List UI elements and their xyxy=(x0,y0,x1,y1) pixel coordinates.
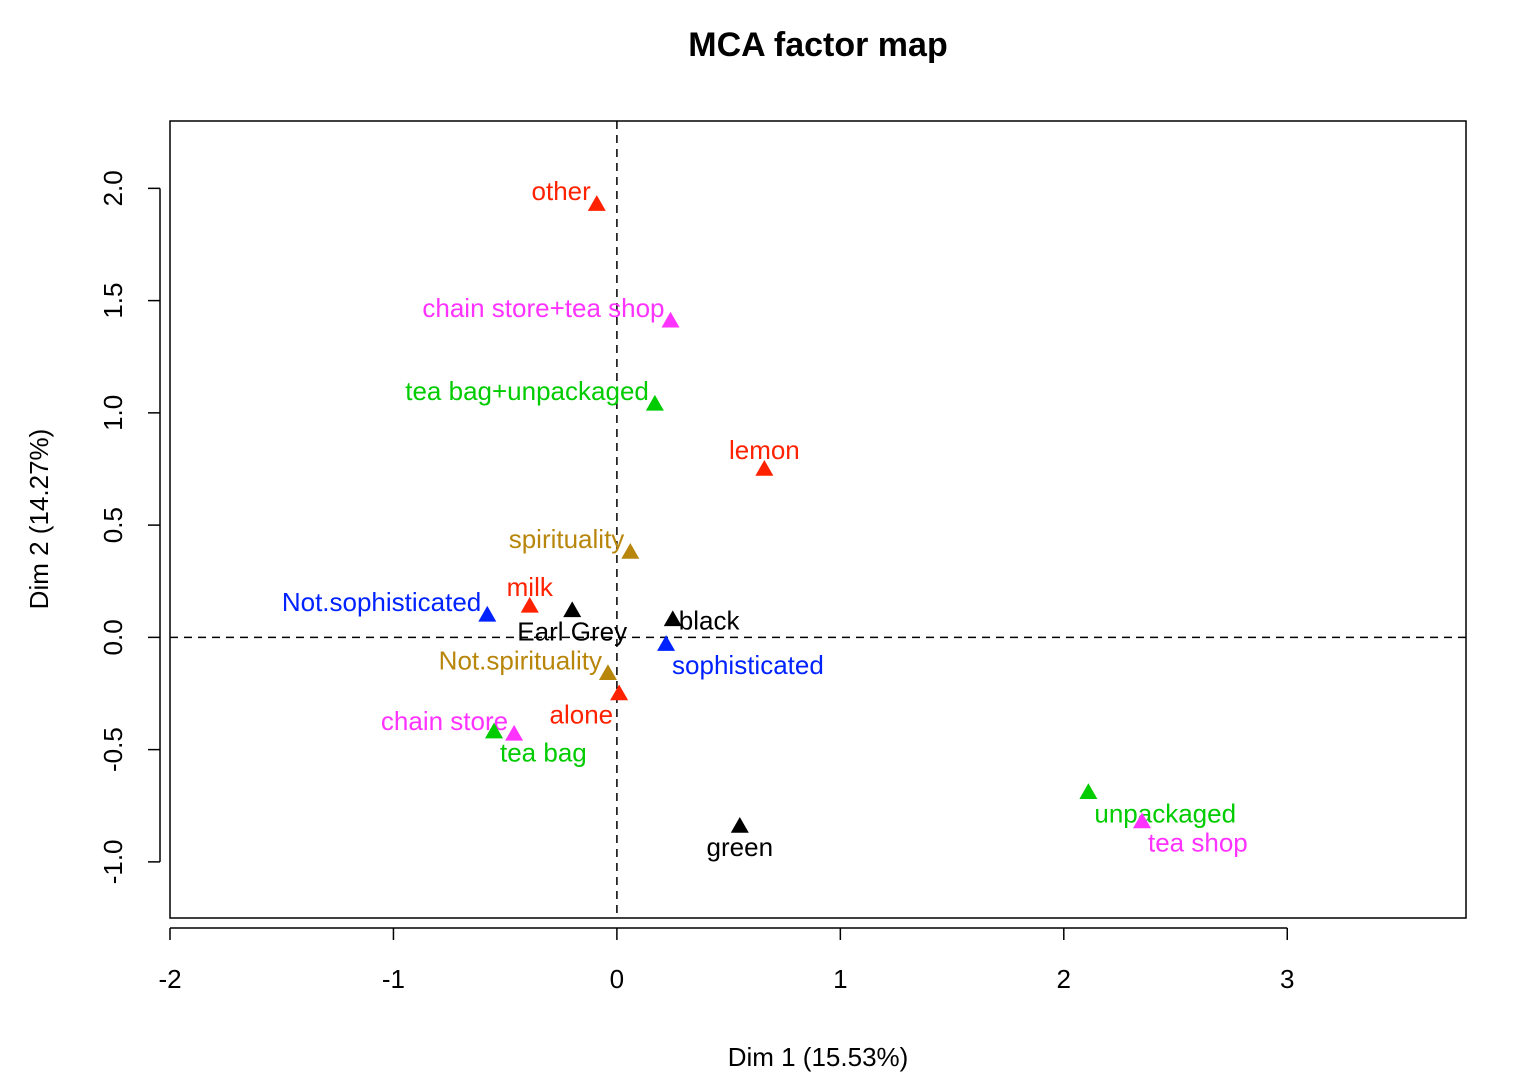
point-alone: alone xyxy=(550,684,629,729)
triangle-marker xyxy=(661,311,680,328)
point-label: tea bag+unpackaged xyxy=(405,376,649,406)
triangle-marker xyxy=(1079,783,1098,800)
x-axis: -2 -1 0 1 2 3 xyxy=(158,927,1294,994)
point-chain-store-tea-shop: chain store+tea shop xyxy=(422,293,680,328)
point-other: other xyxy=(532,176,606,211)
triangle-marker xyxy=(1133,812,1151,829)
triangle-marker xyxy=(657,635,676,651)
point-label: tea shop xyxy=(1148,827,1248,857)
point-black: black xyxy=(663,605,741,635)
triangle-marker xyxy=(755,459,774,476)
point-unpackaged: unpackaged xyxy=(1079,783,1236,828)
data-points: other chain store+tea shop tea bag+unpacka… xyxy=(282,176,1248,862)
point-label: chain store+tea shop xyxy=(422,293,664,323)
triangle-marker xyxy=(587,195,606,211)
triangle-marker xyxy=(563,601,582,618)
y-tick-label: 0.0 xyxy=(98,619,128,655)
point-label: Earl Grey xyxy=(517,616,627,646)
x-tick-label: 0 xyxy=(610,964,624,994)
point-label: alone xyxy=(550,699,614,729)
y-axis-label: Dim 2 (14.27%) xyxy=(24,429,54,610)
triangle-marker xyxy=(730,816,749,833)
point-label: other xyxy=(532,176,592,206)
point-tea-bag: tea bag xyxy=(485,722,587,768)
triangle-marker xyxy=(520,596,539,613)
reference-lines xyxy=(170,121,1466,918)
point-green: green xyxy=(707,816,774,862)
point-label: black xyxy=(679,605,741,635)
plot-frame xyxy=(169,120,1467,919)
point-label: Not.sophisticated xyxy=(282,587,481,617)
x-axis-label: Dim 1 (15.53%) xyxy=(728,1042,909,1072)
triangle-marker xyxy=(598,664,617,681)
triangle-marker xyxy=(663,610,682,627)
y-tick-label: 1.5 xyxy=(98,283,128,319)
point-spirituality: spirituality xyxy=(509,524,640,559)
y-tick-label: 2.0 xyxy=(98,170,128,206)
point-label: spirituality xyxy=(509,524,625,554)
triangle-marker xyxy=(621,543,640,559)
point-chain-store: chain store xyxy=(381,706,524,741)
triangle-marker xyxy=(645,394,664,411)
point-label: unpackaged xyxy=(1094,798,1236,828)
point-tea-shop: tea shop xyxy=(1133,812,1248,857)
point-earl-grey: Earl Grey xyxy=(517,601,627,646)
triangle-marker xyxy=(478,605,497,622)
point-label: chain store xyxy=(381,706,508,736)
point-not-spirituality: Not.spirituality xyxy=(439,645,617,681)
x-tick-label: 3 xyxy=(1280,964,1294,994)
point-label: sophisticated xyxy=(672,650,824,680)
y-tick-label: -1.0 xyxy=(98,839,128,884)
triangle-marker xyxy=(485,722,503,739)
point-label: milk xyxy=(507,572,554,602)
x-tick-label: 2 xyxy=(1057,964,1071,994)
point-milk: milk xyxy=(507,572,554,613)
chart-title: MCA factor map xyxy=(688,26,947,64)
point-sophisticated: sophisticated xyxy=(657,635,824,680)
point-label: tea bag xyxy=(500,738,587,768)
triangle-marker xyxy=(505,724,524,741)
y-tick-label: 1.0 xyxy=(98,395,128,431)
point-lemon: lemon xyxy=(729,435,800,476)
y-tick-label: 0.5 xyxy=(98,507,128,543)
point-not-sophisticated: Not.sophisticated xyxy=(282,587,497,622)
y-tick-label: -0.5 xyxy=(98,727,128,772)
y-axis: -1.0 -0.5 0.0 0.5 1.0 1.5 2.0 xyxy=(98,170,161,884)
x-tick-label: -2 xyxy=(158,964,181,994)
triangle-marker xyxy=(610,684,629,701)
x-tick-label: 1 xyxy=(833,964,847,994)
point-tea-bag-unpackaged: tea bag+unpackaged xyxy=(405,376,664,411)
x-tick-label: -1 xyxy=(382,964,405,994)
point-label: Not.spirituality xyxy=(439,645,602,675)
point-label: green xyxy=(707,832,774,862)
point-label: lemon xyxy=(729,435,800,465)
